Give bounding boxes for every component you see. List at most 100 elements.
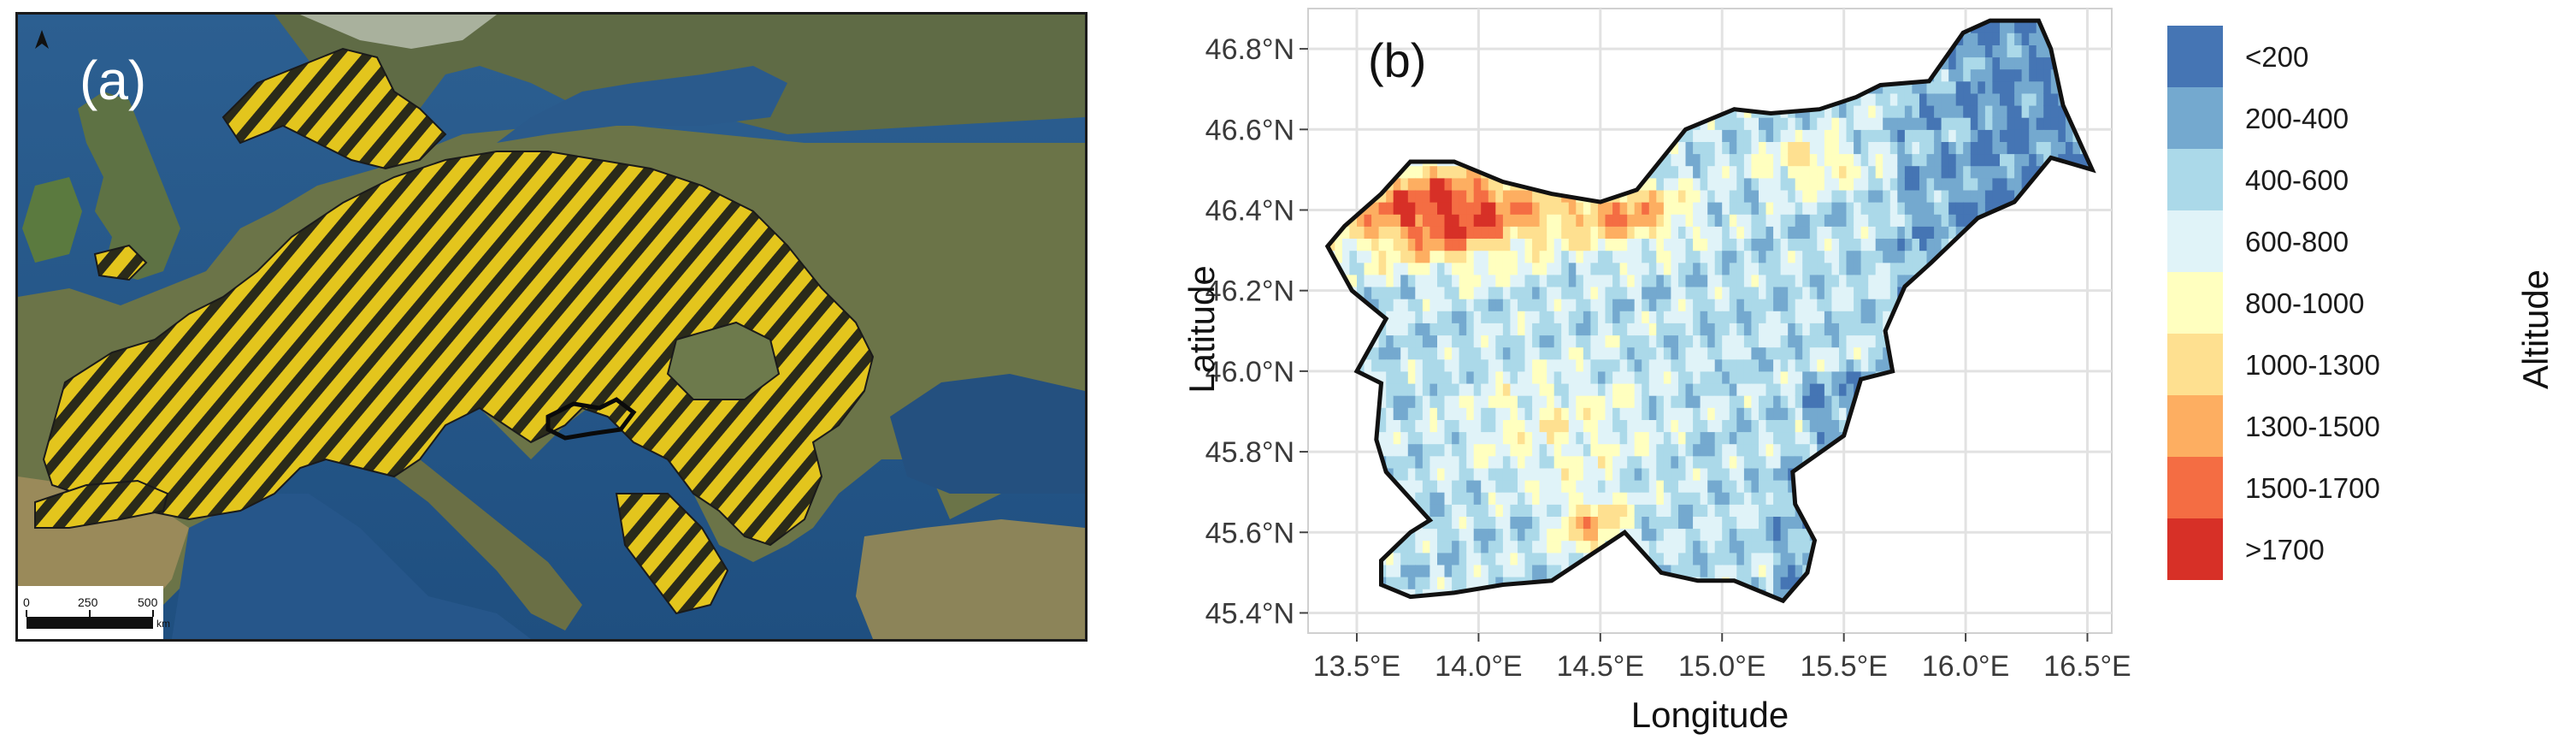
raster-cell — [1495, 480, 1503, 493]
raster-cell — [1429, 323, 1437, 335]
raster-cell — [1656, 263, 1664, 275]
raster-cell — [1445, 335, 1453, 348]
raster-cell — [1861, 226, 1869, 239]
raster-cell — [1540, 299, 1547, 311]
raster-cell — [1627, 226, 1635, 239]
raster-cell — [1773, 395, 1781, 408]
raster-cell — [1620, 383, 1628, 396]
raster-cell — [1518, 444, 1525, 457]
raster-cell — [1751, 419, 1759, 432]
raster-cell — [1569, 226, 1577, 239]
raster-cell — [1671, 359, 1678, 372]
raster-cell — [1730, 541, 1737, 554]
raster-cell — [1474, 287, 1482, 299]
raster-cell — [1569, 504, 1577, 517]
raster-cell — [1707, 456, 1715, 469]
raster-cell — [1730, 239, 1737, 252]
raster-cell — [1415, 565, 1423, 577]
raster-cell — [1547, 504, 1554, 517]
raster-cell — [1736, 419, 1744, 432]
raster-cell — [1730, 371, 1737, 384]
raster-cell — [1905, 251, 1913, 263]
raster-cell — [1751, 178, 1759, 191]
scale-tick-500: 500 — [138, 595, 158, 609]
raster-cell — [1773, 129, 1781, 142]
raster-cell — [1503, 553, 1511, 565]
raster-cell — [1897, 129, 1905, 142]
raster-cell — [1810, 117, 1818, 130]
raster-cell — [1905, 214, 1913, 227]
raster-cell — [1693, 383, 1701, 396]
raster-cell — [1612, 287, 1620, 299]
raster-cell — [1759, 565, 1766, 577]
raster-cell — [1386, 347, 1394, 360]
raster-cell — [1664, 383, 1671, 396]
raster-cell — [1503, 565, 1511, 577]
raster-cell — [2022, 154, 2030, 167]
raster-cell — [1919, 129, 1927, 142]
raster-cell — [1854, 154, 1861, 167]
raster-cell — [1715, 311, 1723, 323]
raster-cell — [1386, 419, 1394, 432]
raster-cell — [1598, 359, 1606, 372]
raster-cell — [1693, 444, 1701, 457]
raster-cell — [1518, 565, 1525, 577]
raster-cell — [1445, 516, 1453, 529]
raster-cell — [1437, 202, 1445, 215]
raster-cell — [1934, 190, 1942, 203]
raster-cell — [1394, 456, 1401, 469]
raster-cell — [1927, 166, 1935, 179]
raster-cell — [1751, 407, 1759, 420]
raster-cell — [1627, 504, 1635, 517]
raster-cell — [1773, 226, 1781, 239]
raster-cell — [1394, 347, 1401, 360]
raster-cell — [1452, 311, 1459, 323]
raster-cell — [1481, 468, 1488, 481]
raster-cell — [1788, 529, 1795, 542]
raster-cell — [1510, 541, 1518, 554]
raster-cell — [1598, 371, 1606, 384]
raster-cell — [1751, 214, 1759, 227]
raster-cell — [1759, 432, 1766, 445]
raster-cell — [2007, 141, 2015, 154]
raster-cell — [1744, 117, 1752, 130]
raster-cell — [1686, 166, 1694, 179]
raster-cell — [1817, 226, 1824, 239]
raster-cell — [1831, 105, 1839, 118]
raster-cell — [1722, 480, 1730, 493]
raster-cell — [1839, 275, 1847, 287]
raster-cell — [1664, 239, 1671, 252]
raster-cell — [1802, 432, 1810, 445]
raster-cell — [1693, 456, 1701, 469]
raster-cell — [1751, 239, 1759, 252]
raster-cell — [1905, 226, 1913, 239]
raster-cell — [1847, 275, 1854, 287]
raster-cell — [1715, 407, 1723, 420]
raster-cell — [1861, 239, 1869, 252]
raster-cell — [1992, 178, 2000, 191]
raster-cell — [1788, 141, 1795, 154]
raster-cell — [1678, 529, 1686, 542]
raster-cell — [1459, 529, 1467, 542]
raster-cell — [1686, 456, 1694, 469]
raster-cell — [1722, 202, 1730, 215]
raster-cell — [1781, 178, 1789, 191]
raster-cell — [1642, 299, 1649, 311]
raster-cell — [1715, 117, 1723, 130]
raster-cell — [1736, 529, 1744, 542]
raster-cell — [1744, 251, 1752, 263]
raster-cell — [1459, 407, 1467, 420]
raster-cell — [1722, 407, 1730, 420]
raster-cell — [1510, 335, 1518, 348]
raster-cell — [1847, 239, 1854, 252]
raster-cell — [1569, 311, 1577, 323]
raster-cell — [1349, 263, 1357, 275]
raster-cell — [1824, 190, 1832, 203]
raster-cell — [1934, 117, 1942, 130]
raster-cell — [1736, 347, 1744, 360]
raster-cell — [1664, 516, 1671, 529]
raster-cell — [1664, 444, 1671, 457]
raster-cell — [1781, 419, 1789, 432]
raster-cell — [1394, 311, 1401, 323]
raster-cell — [1701, 202, 1708, 215]
